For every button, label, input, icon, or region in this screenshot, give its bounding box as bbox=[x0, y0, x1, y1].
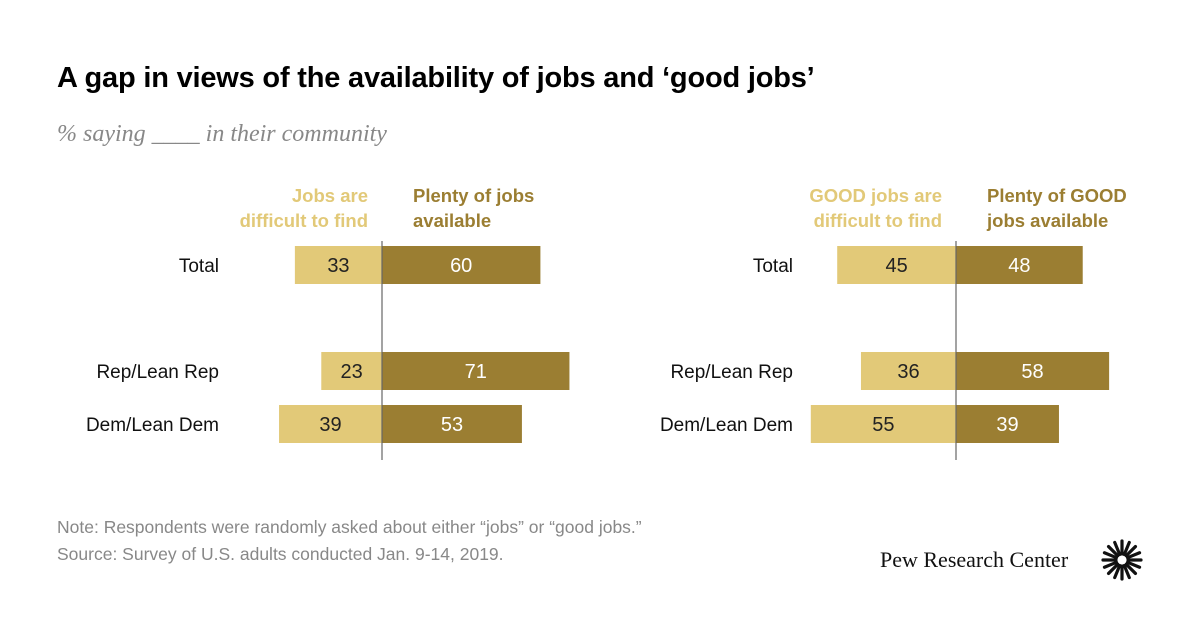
bar-left bbox=[294, 246, 382, 284]
data-label-left: 33 bbox=[327, 255, 349, 277]
chart-subtitle: % saying ____ in their community bbox=[57, 121, 387, 147]
data-label-right: 39 bbox=[996, 414, 1018, 436]
sunburst-ray bbox=[1124, 562, 1138, 576]
pew-logo-text: Pew Research Center bbox=[880, 547, 1069, 572]
category-label: Dem/Lean Dem bbox=[86, 415, 219, 436]
bar-right bbox=[382, 352, 570, 390]
legend-right-label: Plenty of GOOD bbox=[987, 185, 1127, 206]
data-label-right: 48 bbox=[1008, 255, 1030, 277]
bar-left bbox=[860, 352, 956, 390]
note-text: Note: Respondents were randomly asked ab… bbox=[57, 517, 642, 537]
sunburst-ray bbox=[1125, 551, 1142, 560]
legend-left-label: Jobs are bbox=[292, 185, 368, 206]
bar-right bbox=[956, 352, 1110, 390]
data-label-left: 36 bbox=[897, 361, 919, 383]
sunburst-ray bbox=[1122, 540, 1131, 557]
sunburst-ray bbox=[1122, 563, 1131, 580]
data-label-right: 58 bbox=[1021, 361, 1043, 383]
bar-left bbox=[837, 246, 956, 284]
bar-right bbox=[956, 246, 1083, 284]
data-label-right: 60 bbox=[450, 255, 472, 277]
sunburst-ray bbox=[1106, 562, 1120, 576]
bar-left bbox=[321, 352, 382, 390]
data-label-left: 39 bbox=[319, 414, 341, 436]
category-label: Rep/Lean Rep bbox=[670, 362, 793, 383]
legend-right-label: available bbox=[413, 210, 491, 231]
data-label-left: 45 bbox=[885, 255, 907, 277]
legend-right-label: jobs available bbox=[986, 210, 1108, 231]
legend-left-label: GOOD jobs are bbox=[809, 185, 942, 206]
legend-left-label: difficult to find bbox=[814, 210, 942, 231]
data-label-right: 71 bbox=[465, 361, 487, 383]
category-label: Total bbox=[179, 256, 219, 277]
category-label: Rep/Lean Rep bbox=[96, 362, 219, 383]
bar-left bbox=[810, 405, 956, 443]
sunburst-ray bbox=[1113, 540, 1122, 557]
sunburst-ray bbox=[1106, 544, 1120, 558]
sunburst-ray bbox=[1113, 563, 1122, 580]
chart-title: A gap in views of the availability of jo… bbox=[57, 62, 815, 94]
sunburst-ray bbox=[1125, 560, 1142, 569]
legend-left-label: difficult to find bbox=[240, 210, 368, 231]
category-label: Total bbox=[753, 256, 793, 277]
bar-right bbox=[382, 405, 522, 443]
data-label-right: 53 bbox=[441, 414, 463, 436]
data-label-left: 23 bbox=[341, 361, 363, 383]
data-label-left: 55 bbox=[872, 414, 894, 436]
bar-right bbox=[382, 246, 541, 284]
pew-sunburst-icon bbox=[1101, 539, 1143, 581]
sunburst-ray bbox=[1102, 551, 1119, 560]
legend-right-label: Plenty of jobs bbox=[413, 185, 534, 206]
category-label: Dem/Lean Dem bbox=[660, 415, 793, 436]
sunburst-ray bbox=[1124, 544, 1138, 558]
bar-right bbox=[956, 405, 1059, 443]
source-text: Source: Survey of U.S. adults conducted … bbox=[57, 544, 504, 564]
sunburst-ray bbox=[1102, 560, 1119, 569]
bar-left bbox=[279, 405, 382, 443]
